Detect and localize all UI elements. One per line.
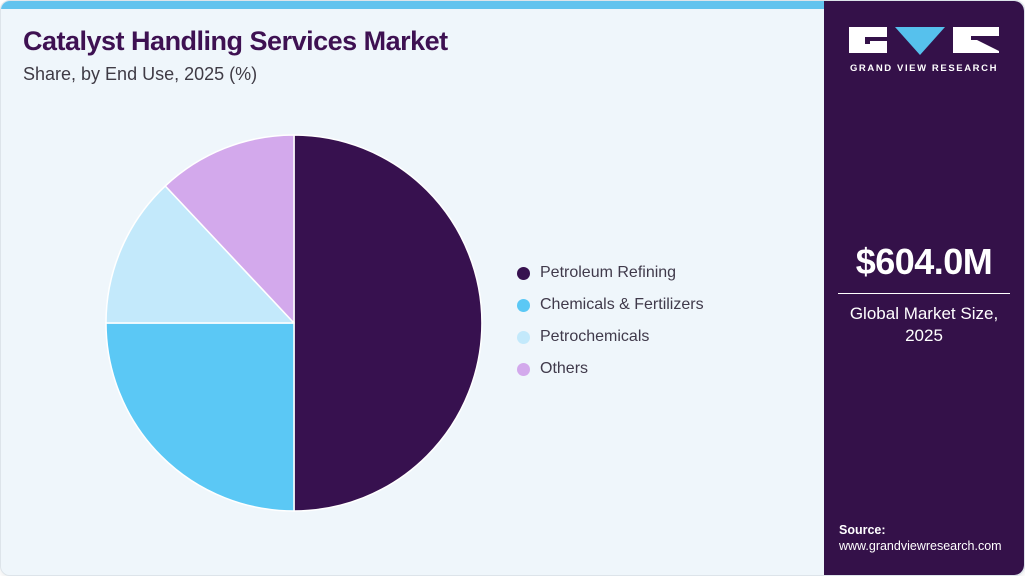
brand-panel: GRAND VIEW RESEARCH $604.0M Global Marke… — [824, 1, 1024, 575]
legend-item: Others — [517, 359, 704, 379]
source-block: Source: www.grandviewresearch.com — [839, 523, 1018, 555]
chart-legend: Petroleum Refining Chemicals & Fertilizer… — [517, 263, 704, 379]
page-subtitle: Share, by End Use, 2025 (%) — [23, 63, 258, 84]
legend-item: Petrochemicals — [517, 327, 704, 347]
legend-swatch-icon — [517, 362, 530, 376]
legend-label: Others — [540, 360, 589, 377]
legend-item: Petroleum Refining — [517, 263, 704, 283]
market-size-value: $604.0M — [855, 241, 993, 282]
legend-label: Petroleum Refining — [540, 264, 677, 281]
legend-label: Petrochemicals — [540, 328, 650, 345]
pie-slice-4 — [164, 134, 295, 324]
market-size-label: Global Market Size, 2025 — [849, 304, 999, 346]
logo-letter-g — [849, 27, 887, 53]
legend-swatch-icon — [517, 330, 530, 344]
legend-label: Chemicals & Fertilizers — [540, 296, 704, 313]
logo-letter-r — [953, 27, 999, 53]
source-label: Source: — [839, 523, 886, 537]
gvr-logo-icon — [849, 27, 999, 55]
gvr-logo: GRAND VIEW RESEARCH — [824, 27, 1024, 74]
pie-chart — [105, 134, 483, 512]
pie-slice-2 — [105, 322, 295, 512]
legend-swatch-icon — [517, 298, 530, 312]
top-accent-stripe — [1, 1, 824, 9]
pie-slice-1 — [293, 134, 483, 512]
pie-slice-3 — [105, 185, 295, 324]
header: Catalyst Handling Services Market Share,… — [23, 26, 814, 85]
brand-name: GRAND VIEW RESEARCH — [849, 63, 999, 74]
source-url-link[interactable]: www.grandviewresearch.com — [839, 539, 1002, 553]
legend-item: Chemicals & Fertilizers — [517, 295, 704, 315]
page-title: Catalyst Handling Services Market — [23, 26, 448, 56]
chart-area: Catalyst Handling Services Market Share,… — [1, 1, 824, 575]
pie-chart-container — [104, 133, 484, 513]
logo-letter-v — [895, 27, 945, 55]
divider-line — [838, 293, 1010, 294]
legend-swatch-icon — [517, 266, 530, 280]
market-size-block: $604.0M Global Market Size, 2025 — [824, 241, 1024, 347]
